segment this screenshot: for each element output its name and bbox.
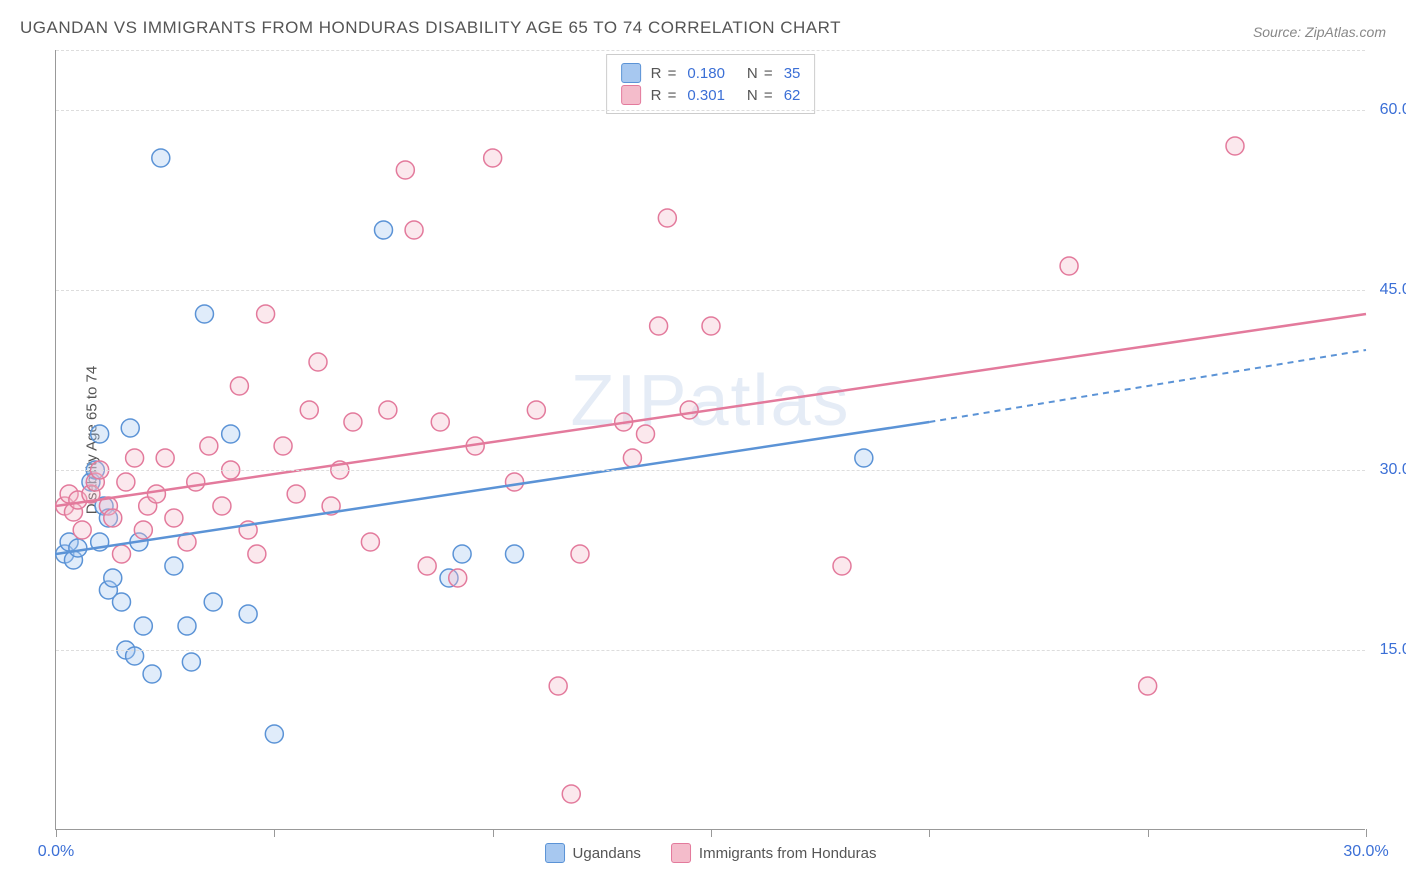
gridline	[56, 470, 1365, 471]
data-point	[117, 473, 135, 491]
legend-label-ugandans: Ugandans	[573, 845, 641, 862]
legend-swatch-honduras-icon	[671, 843, 691, 863]
data-point	[165, 509, 183, 527]
data-point	[104, 509, 122, 527]
data-point	[126, 449, 144, 467]
gridline	[56, 110, 1365, 111]
data-point	[147, 485, 165, 503]
data-point	[165, 557, 183, 575]
source-label: Source:	[1253, 24, 1301, 40]
data-point	[833, 557, 851, 575]
data-point	[156, 449, 174, 467]
data-point	[623, 449, 641, 467]
data-point	[182, 653, 200, 671]
data-point	[506, 545, 524, 563]
data-point	[680, 401, 698, 419]
gridline	[56, 290, 1365, 291]
legend-item-honduras: Immigrants from Honduras	[671, 843, 877, 863]
x-tick	[56, 829, 57, 837]
data-point	[309, 353, 327, 371]
data-point	[361, 533, 379, 551]
data-point	[274, 437, 292, 455]
data-point	[143, 665, 161, 683]
data-point	[152, 149, 170, 167]
y-tick-label: 15.0%	[1380, 641, 1406, 659]
data-point	[449, 569, 467, 587]
x-tick	[274, 829, 275, 837]
data-point	[265, 725, 283, 743]
data-point	[222, 425, 240, 443]
data-point	[200, 437, 218, 455]
legend-item-ugandans: Ugandans	[545, 843, 641, 863]
gridline	[56, 50, 1365, 51]
gridline	[56, 650, 1365, 651]
data-point	[69, 539, 87, 557]
plot-area: Disability Age 65 to 74 ZIPatlas R = 0.1…	[55, 50, 1365, 830]
data-point	[506, 473, 524, 491]
data-point	[178, 617, 196, 635]
data-point	[418, 557, 436, 575]
trend-line	[56, 314, 1366, 506]
data-point	[1139, 677, 1157, 695]
data-point	[650, 317, 668, 335]
data-point	[1226, 137, 1244, 155]
data-point	[855, 449, 873, 467]
data-point	[375, 221, 393, 239]
x-tick-label: 0.0%	[38, 843, 74, 861]
data-point	[187, 473, 205, 491]
x-tick	[711, 829, 712, 837]
y-tick-label: 60.0%	[1380, 101, 1406, 119]
data-point	[121, 419, 139, 437]
data-point	[431, 413, 449, 431]
data-point	[637, 425, 655, 443]
trend-line-extrapolated	[929, 350, 1366, 422]
data-point	[453, 545, 471, 563]
data-point	[344, 413, 362, 431]
legend-label-honduras: Immigrants from Honduras	[699, 845, 877, 862]
data-point	[300, 401, 318, 419]
y-tick-label: 30.0%	[1380, 461, 1406, 479]
data-point	[91, 425, 109, 443]
x-tick	[1366, 829, 1367, 837]
y-tick-label: 45.0%	[1380, 281, 1406, 299]
source-value: ZipAtlas.com	[1305, 24, 1386, 40]
data-point	[1060, 257, 1078, 275]
data-point	[134, 521, 152, 539]
data-point	[113, 545, 131, 563]
data-point	[571, 545, 589, 563]
data-point	[239, 605, 257, 623]
data-point	[257, 305, 275, 323]
data-point	[702, 317, 720, 335]
data-point	[658, 209, 676, 227]
x-tick	[929, 829, 930, 837]
data-point	[195, 305, 213, 323]
data-point	[484, 149, 502, 167]
data-point	[204, 593, 222, 611]
data-point	[549, 677, 567, 695]
data-point	[287, 485, 305, 503]
data-point	[113, 593, 131, 611]
data-point	[213, 497, 231, 515]
x-tick	[1148, 829, 1149, 837]
scatter-svg	[56, 50, 1365, 829]
x-tick-label: 30.0%	[1343, 843, 1388, 861]
data-point	[379, 401, 397, 419]
data-point	[527, 401, 545, 419]
legend-swatch-ugandans-icon	[545, 843, 565, 863]
data-point	[134, 617, 152, 635]
data-point	[396, 161, 414, 179]
x-tick	[493, 829, 494, 837]
data-point	[230, 377, 248, 395]
data-point	[562, 785, 580, 803]
legend-series: Ugandans Immigrants from Honduras	[545, 843, 877, 863]
chart-title: UGANDAN VS IMMIGRANTS FROM HONDURAS DISA…	[20, 18, 841, 38]
data-point	[104, 569, 122, 587]
data-point	[248, 545, 266, 563]
data-point	[73, 521, 91, 539]
source-attribution: Source: ZipAtlas.com	[1253, 24, 1386, 40]
data-point	[405, 221, 423, 239]
chart-container: UGANDAN VS IMMIGRANTS FROM HONDURAS DISA…	[0, 0, 1406, 892]
